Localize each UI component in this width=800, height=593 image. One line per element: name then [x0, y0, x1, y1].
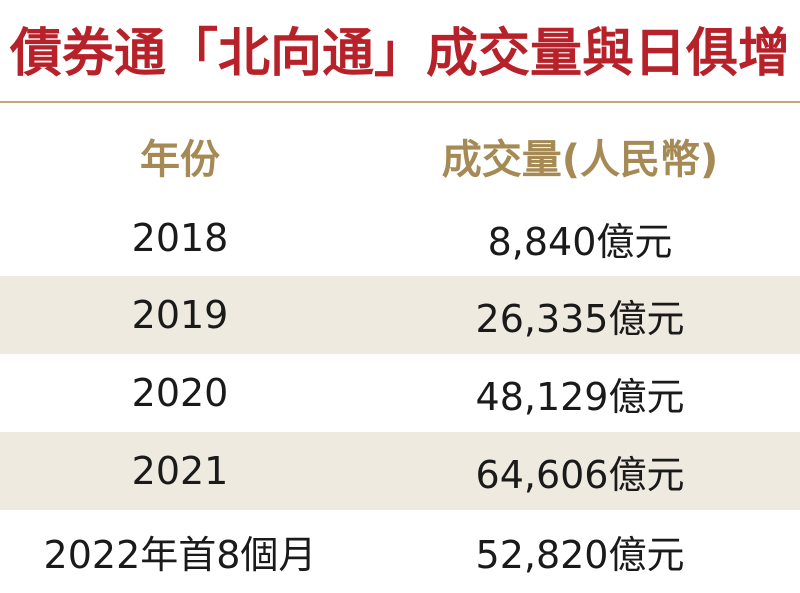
title-divider — [0, 101, 800, 103]
table-row: 2018 8,840億元 — [0, 200, 800, 276]
table-row: 2022年首8個月 52,820億元 — [0, 510, 800, 593]
volume-cell: 52,820億元 — [475, 533, 685, 577]
volume-cell: 8,840億元 — [487, 219, 673, 264]
header-year: 年份 — [140, 137, 220, 183]
table-header-row: 年份 成交量(人民幣) — [0, 114, 800, 198]
volume-cell: 26,335億元 — [475, 296, 685, 341]
year-cell: 2021 — [131, 449, 229, 493]
table-row: 2020 48,129億元 — [0, 354, 800, 432]
year-cell: 2022年首8個月 — [43, 533, 317, 577]
table-row: 2019 26,335億元 — [0, 276, 800, 354]
volume-cell: 64,606億元 — [475, 452, 685, 497]
year-cell: 2018 — [131, 216, 229, 260]
page-title: 債券通「北向通」成交量與日俱增 — [9, 22, 790, 84]
header-volume: 成交量(人民幣) — [441, 137, 719, 183]
year-cell: 2020 — [131, 371, 229, 415]
table-row: 2021 64,606億元 — [0, 432, 800, 510]
volume-cell: 48,129億元 — [475, 374, 685, 419]
year-cell: 2019 — [131, 293, 229, 337]
